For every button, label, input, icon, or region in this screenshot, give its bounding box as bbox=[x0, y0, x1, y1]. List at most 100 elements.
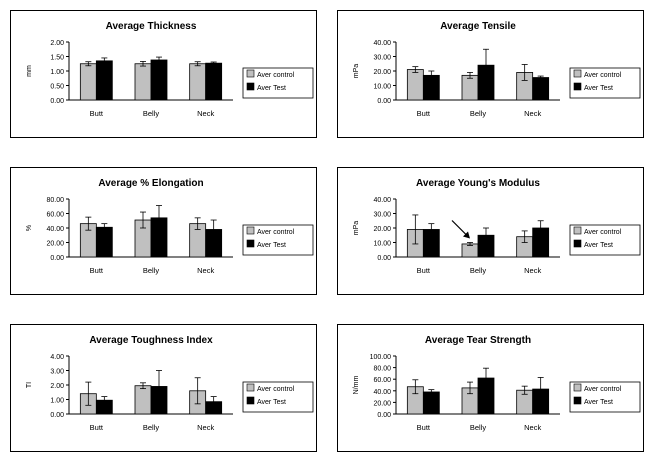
x-tick-label: Belly bbox=[143, 266, 160, 275]
legend-swatch bbox=[573, 69, 582, 78]
x-tick-label: Butt bbox=[417, 266, 431, 275]
legend-label: Aver control bbox=[584, 229, 622, 236]
control-bar bbox=[134, 385, 152, 415]
test-bar bbox=[95, 226, 113, 258]
y-tick-label: 100.00 bbox=[370, 354, 392, 361]
y-axis-label: N/mm bbox=[353, 376, 360, 395]
chart-panel: Average Toughness Index 0.00 1.00 2.00 3.00 4… bbox=[10, 324, 317, 452]
chart-svg: Average Toughness Index 0.00 1.00 2.00 3.00 4… bbox=[26, 335, 314, 432]
legend-label: Aver Test bbox=[584, 85, 613, 92]
y-tick-label: 80.00 bbox=[373, 366, 391, 373]
legend-box bbox=[242, 67, 314, 99]
chart-title: Average Thickness bbox=[106, 21, 197, 32]
y-tick-label: 20.00 bbox=[46, 241, 64, 248]
y-tick-label: 1.00 bbox=[50, 398, 64, 405]
legend-label: Aver control bbox=[257, 386, 295, 393]
test-bar bbox=[422, 391, 440, 415]
legend-swatch bbox=[573, 226, 582, 235]
chart-title: Average Tear Strength bbox=[425, 335, 531, 346]
legend-swatch bbox=[246, 383, 255, 392]
y-tick-label: 0.00 bbox=[50, 98, 64, 105]
control-bar bbox=[461, 243, 479, 258]
test-bar bbox=[532, 77, 550, 101]
y-tick-label: 10.00 bbox=[373, 84, 391, 91]
y-tick-label: 40.00 bbox=[373, 40, 391, 47]
chart-panel: Average Thickness 0.00 0.50 1.00 1.50 2.00 mm B… bbox=[10, 10, 317, 138]
y-tick-label: 40.00 bbox=[373, 389, 391, 396]
legend-swatch bbox=[573, 396, 582, 405]
y-tick-label: 30.00 bbox=[373, 55, 391, 62]
control-bar bbox=[134, 63, 152, 101]
x-tick-label: Belly bbox=[143, 109, 160, 118]
y-tick-label: 0.00 bbox=[50, 255, 64, 262]
legend-label: Aver Test bbox=[257, 242, 286, 249]
legend-label: Aver Test bbox=[257, 85, 286, 92]
x-tick-label: Belly bbox=[470, 109, 487, 118]
legend-swatch bbox=[246, 239, 255, 248]
legend-box bbox=[242, 224, 314, 256]
x-tick-label: Neck bbox=[524, 266, 541, 275]
x-tick-label: Neck bbox=[524, 109, 541, 118]
y-axis-label: TI bbox=[26, 382, 33, 388]
y-tick-label: 40.00 bbox=[46, 226, 64, 233]
y-axis-label: mPa bbox=[353, 64, 360, 79]
x-tick-label: Butt bbox=[90, 109, 104, 118]
legend-label: Aver Test bbox=[257, 399, 286, 406]
y-axis-label: % bbox=[26, 225, 33, 231]
y-tick-label: 1.00 bbox=[50, 69, 64, 76]
x-tick-label: Butt bbox=[90, 423, 104, 432]
y-tick-label: 60.00 bbox=[46, 212, 64, 219]
legend-swatch bbox=[246, 69, 255, 78]
control-bar bbox=[79, 63, 97, 101]
control-bar bbox=[461, 74, 479, 101]
y-tick-label: 80.00 bbox=[46, 197, 64, 204]
x-tick-label: Neck bbox=[524, 423, 541, 432]
x-tick-label: Belly bbox=[470, 423, 487, 432]
legend-swatch bbox=[246, 82, 255, 91]
y-tick-label: 60.00 bbox=[373, 377, 391, 384]
chart-title: Average Toughness Index bbox=[89, 335, 213, 346]
x-tick-label: Neck bbox=[197, 423, 214, 432]
chart-svg: Average Tensile 0.00 10.00 20.00 30.00 40.00 m… bbox=[353, 21, 641, 118]
y-tick-label: 0.00 bbox=[50, 412, 64, 419]
chart-svg: Average Young's Modulus 0.00 10.00 20.00 30.… bbox=[353, 178, 641, 275]
x-tick-label: Neck bbox=[197, 266, 214, 275]
chart-title: Average Tensile bbox=[440, 21, 516, 32]
x-tick-label: Butt bbox=[417, 109, 431, 118]
control-bar bbox=[189, 63, 207, 101]
y-tick-label: 20.00 bbox=[373, 69, 391, 76]
legend-label: Aver control bbox=[584, 386, 622, 393]
y-tick-label: 0.50 bbox=[50, 84, 64, 91]
control-bar bbox=[406, 69, 424, 101]
y-tick-label: 2.00 bbox=[50, 383, 64, 390]
y-tick-label: 20.00 bbox=[373, 226, 391, 233]
chart-title: Average Young's Modulus bbox=[416, 178, 540, 189]
test-bar bbox=[205, 62, 223, 101]
x-tick-label: Belly bbox=[143, 423, 160, 432]
y-tick-label: 1.50 bbox=[50, 55, 64, 62]
y-tick-label: 0.00 bbox=[377, 412, 391, 419]
legend-box bbox=[569, 67, 641, 99]
x-tick-label: Butt bbox=[417, 423, 431, 432]
x-tick-label: Belly bbox=[470, 266, 487, 275]
y-tick-label: 20.00 bbox=[373, 400, 391, 407]
legend-swatch bbox=[246, 396, 255, 405]
legend-label: Aver Test bbox=[584, 399, 613, 406]
y-axis-label: mPa bbox=[353, 221, 360, 236]
test-bar bbox=[150, 59, 168, 101]
chart-svg: Average Tear Strength 0.00 20.00 40.00 60.00… bbox=[353, 335, 641, 432]
chart-svg: Average Thickness 0.00 0.50 1.00 1.50 2.00 mm B… bbox=[26, 21, 314, 118]
y-axis-label: mm bbox=[26, 65, 33, 77]
legend-swatch bbox=[573, 239, 582, 248]
chart-panel: Average % Elongation 0.00 20.00 40.00 60.00 8… bbox=[10, 167, 317, 295]
legend-label: Aver control bbox=[257, 229, 295, 236]
chart-panel: Average Tear Strength 0.00 20.00 40.00 60.00… bbox=[337, 324, 644, 452]
test-bar bbox=[95, 60, 113, 101]
legend-label: Aver Test bbox=[584, 242, 613, 249]
legend-box bbox=[242, 381, 314, 413]
chart-svg: Average % Elongation 0.00 20.00 40.00 60.00 8… bbox=[26, 178, 314, 275]
x-tick-label: Neck bbox=[197, 109, 214, 118]
y-tick-label: 0.00 bbox=[377, 98, 391, 105]
y-tick-label: 10.00 bbox=[373, 241, 391, 248]
